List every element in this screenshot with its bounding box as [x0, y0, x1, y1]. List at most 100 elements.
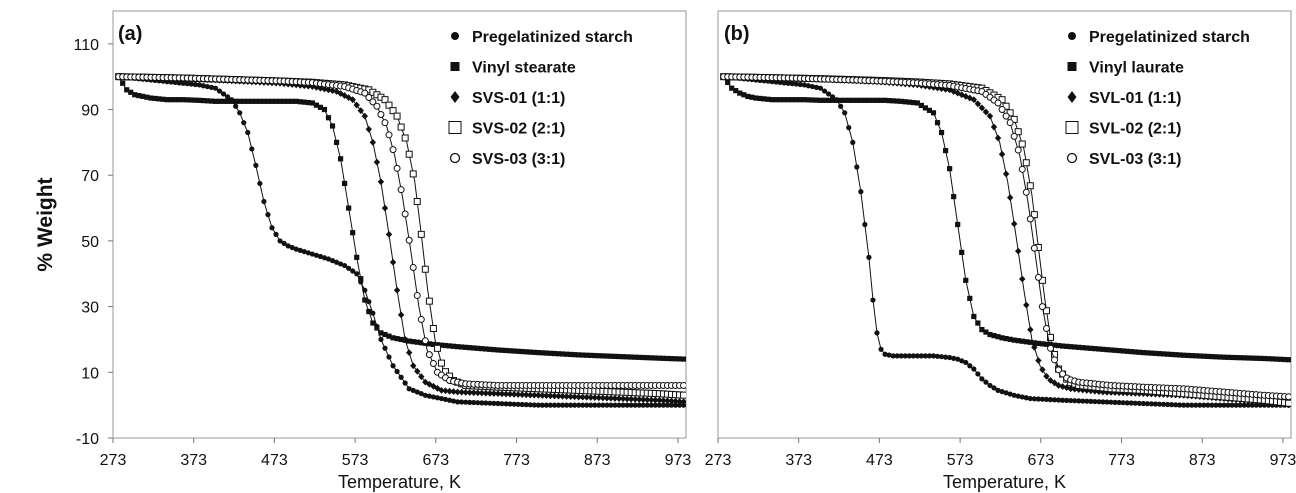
data-point: [1115, 389, 1123, 397]
data-point: [640, 354, 646, 361]
data-point: [680, 356, 686, 362]
data-point: [652, 402, 658, 408]
data-point: [487, 400, 493, 406]
data-point: [1031, 396, 1037, 402]
data-point: [466, 389, 473, 396]
data-point: [595, 394, 603, 402]
data-point: [1039, 396, 1046, 402]
panel-label: (a): [118, 23, 142, 45]
data-point: [474, 389, 481, 397]
x-tick-label: 773: [503, 452, 530, 469]
data-point: [382, 345, 388, 351]
data-point: [979, 376, 985, 382]
data-point: [817, 85, 824, 91]
data-point: [426, 341, 432, 347]
data-point: [393, 286, 401, 294]
y-tick-label: 90: [81, 103, 99, 120]
data-point: [518, 391, 526, 399]
data-point: [846, 125, 852, 131]
data-point: [1253, 355, 1259, 361]
data-point: [607, 394, 615, 402]
data-point: [180, 80, 186, 86]
data-point: [237, 98, 243, 104]
data-point: [309, 100, 315, 106]
data-point: [664, 397, 671, 405]
data-point: [1269, 356, 1276, 362]
data-point: [426, 380, 433, 388]
series-vinyl-laurate: [721, 74, 1291, 363]
data-point: [858, 189, 864, 195]
data-point: [450, 343, 457, 349]
data-point: [313, 252, 319, 258]
series-svs-03-3-1: [115, 73, 686, 389]
data-point: [652, 396, 659, 404]
data-point: [450, 388, 457, 396]
data-point: [1217, 402, 1223, 408]
data-point: [437, 359, 445, 367]
data-point: [337, 261, 344, 267]
data-point: [660, 402, 667, 408]
data-point: [401, 336, 409, 343]
data-point: [1099, 388, 1107, 396]
data-point: [902, 99, 908, 105]
data-point: [906, 99, 912, 105]
data-point: [397, 123, 405, 131]
data-point: [1088, 345, 1094, 351]
data-point: [1003, 390, 1009, 396]
data-point: [1072, 398, 1078, 404]
data-point: [1249, 355, 1255, 361]
data-point: [362, 297, 368, 303]
legend-entry: Vinyl stearate: [472, 60, 576, 77]
data-point: [523, 349, 529, 355]
data-point: [354, 271, 360, 277]
data-point: [914, 100, 920, 106]
data-point: [773, 97, 779, 103]
data-point: [603, 394, 611, 402]
data-point: [914, 353, 920, 359]
data-point: [1245, 402, 1251, 408]
data-point: [1144, 350, 1150, 356]
data-point: [825, 97, 832, 103]
legend-entry: SVS-01 (1:1): [472, 90, 565, 107]
data-point: [983, 329, 989, 335]
data-point: [1148, 350, 1154, 356]
data-point: [293, 98, 299, 104]
data-point: [975, 371, 981, 377]
data-point: [470, 389, 477, 397]
data-point: [390, 335, 396, 341]
data-point: [906, 353, 912, 359]
data-point: [216, 98, 223, 104]
data-point: [370, 320, 376, 326]
data-point: [1039, 341, 1046, 347]
data-point: [1189, 353, 1195, 359]
data-point: [991, 385, 997, 391]
data-point: [797, 97, 803, 103]
data-point: [1043, 341, 1050, 347]
data-point: [1241, 355, 1247, 361]
data-point: [910, 353, 916, 359]
data-point: [401, 134, 409, 142]
x-tick-label: 273: [705, 452, 732, 469]
data-point: [1221, 402, 1227, 408]
data-point: [413, 291, 421, 299]
data-point: [365, 125, 373, 133]
data-point: [382, 331, 388, 338]
data-point: [475, 345, 481, 351]
data-point: [1068, 344, 1074, 350]
data-point: [1160, 401, 1167, 407]
data-point: [265, 98, 271, 104]
data-point: [1019, 338, 1025, 344]
data-point: [369, 98, 377, 106]
data-point: [410, 387, 416, 393]
data-point: [801, 82, 807, 88]
data-point: [1023, 339, 1029, 345]
data-point: [576, 402, 582, 408]
data-point: [631, 395, 639, 403]
data-point: [1047, 376, 1054, 384]
data-point: [405, 349, 413, 356]
data-point: [543, 392, 550, 400]
data-point: [494, 390, 502, 398]
data-point: [926, 353, 933, 359]
data-point: [467, 399, 473, 405]
y-tick-label: 50: [81, 234, 99, 251]
